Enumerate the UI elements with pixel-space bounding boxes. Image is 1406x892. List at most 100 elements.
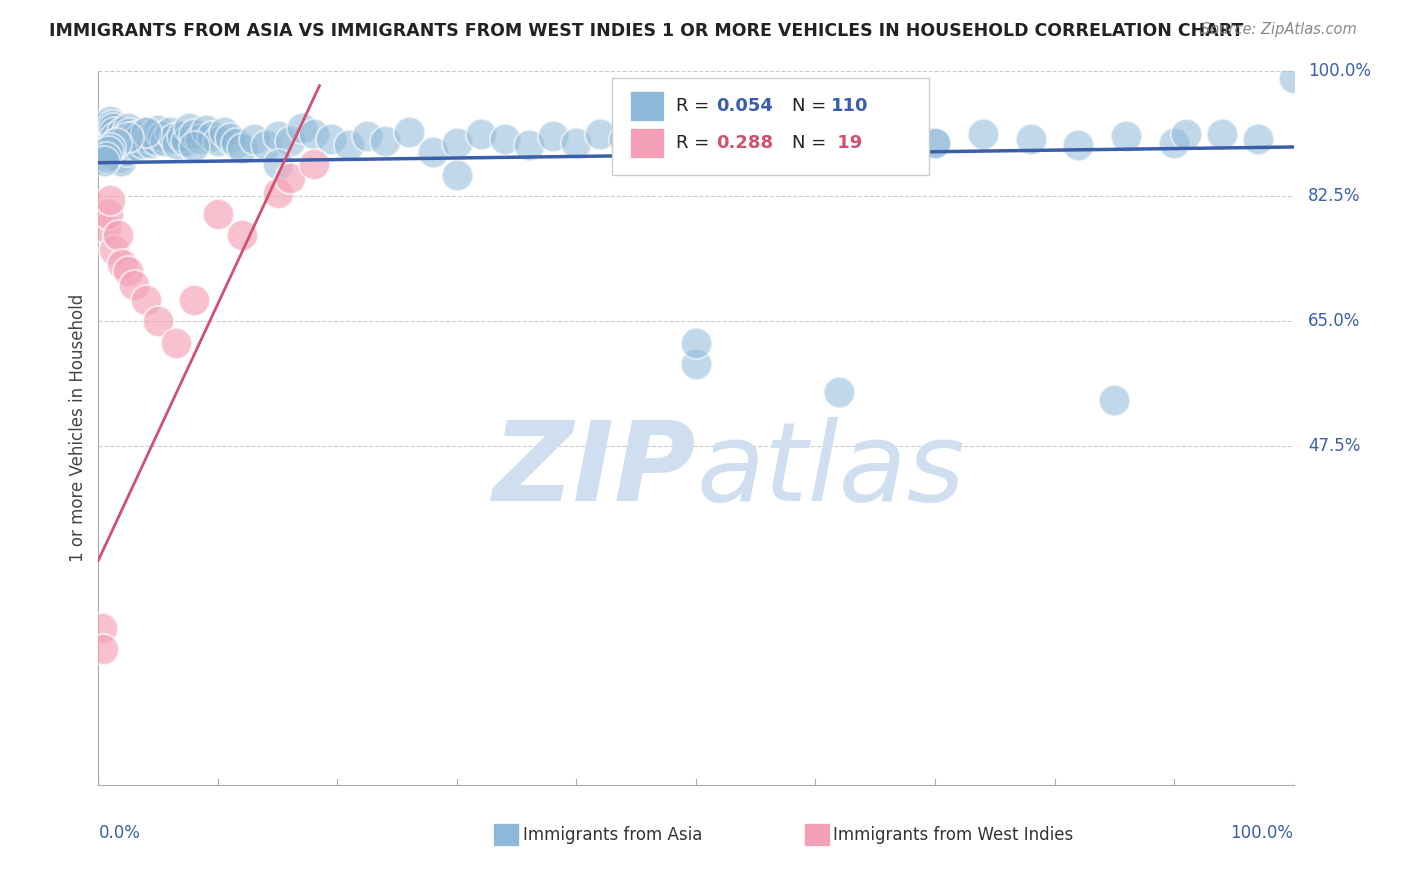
Text: 0.054: 0.054 bbox=[716, 96, 773, 114]
Point bbox=[1104, 392, 1126, 407]
Point bbox=[100, 118, 122, 132]
Point bbox=[780, 128, 803, 143]
Text: Source: ZipAtlas.com: Source: ZipAtlas.com bbox=[1201, 22, 1357, 37]
Point bbox=[841, 150, 863, 164]
Point bbox=[108, 150, 131, 164]
Text: Immigrants from West Indies: Immigrants from West Indies bbox=[834, 826, 1074, 844]
FancyBboxPatch shape bbox=[613, 78, 929, 175]
Point bbox=[398, 125, 420, 139]
Point bbox=[124, 128, 146, 143]
Point bbox=[174, 134, 197, 148]
Point bbox=[159, 125, 181, 139]
Point bbox=[121, 137, 143, 152]
Point bbox=[110, 153, 132, 168]
Point bbox=[105, 136, 128, 150]
Point bbox=[148, 123, 170, 137]
Point bbox=[166, 137, 188, 152]
Point bbox=[97, 207, 120, 221]
Point bbox=[120, 132, 142, 146]
Text: R =: R = bbox=[676, 134, 714, 152]
Point bbox=[107, 145, 129, 159]
Point bbox=[195, 123, 218, 137]
Point bbox=[1163, 136, 1185, 150]
Point bbox=[91, 642, 114, 657]
Point bbox=[302, 157, 325, 171]
Point bbox=[709, 128, 731, 143]
Point bbox=[114, 136, 136, 150]
Point bbox=[267, 128, 290, 143]
Point bbox=[124, 134, 146, 148]
Point bbox=[183, 127, 205, 141]
Point bbox=[267, 186, 290, 200]
Point bbox=[135, 125, 157, 139]
Point bbox=[254, 137, 277, 152]
Point bbox=[1067, 137, 1090, 152]
Point bbox=[231, 228, 253, 243]
Text: 82.5%: 82.5% bbox=[1308, 187, 1361, 205]
FancyBboxPatch shape bbox=[804, 823, 830, 847]
Point bbox=[685, 357, 707, 371]
Point bbox=[183, 293, 205, 307]
Point bbox=[124, 278, 146, 293]
Text: 65.0%: 65.0% bbox=[1308, 312, 1360, 330]
Point bbox=[291, 121, 314, 136]
Point bbox=[142, 127, 165, 141]
Point bbox=[422, 145, 444, 159]
Point bbox=[98, 146, 122, 161]
Text: atlas: atlas bbox=[696, 417, 965, 524]
Point bbox=[780, 132, 803, 146]
Point bbox=[201, 128, 224, 143]
Point bbox=[94, 150, 117, 164]
Point bbox=[1282, 71, 1305, 86]
Text: 100.0%: 100.0% bbox=[1230, 824, 1294, 842]
Point bbox=[924, 136, 946, 150]
Point bbox=[127, 139, 149, 153]
Point bbox=[98, 193, 122, 207]
Point bbox=[155, 134, 177, 148]
Point bbox=[278, 171, 301, 186]
Point bbox=[91, 621, 114, 635]
Point bbox=[111, 125, 134, 139]
FancyBboxPatch shape bbox=[630, 128, 664, 158]
Point bbox=[207, 134, 229, 148]
Point bbox=[111, 257, 134, 271]
Point bbox=[179, 121, 201, 136]
Y-axis label: 1 or more Vehicles in Household: 1 or more Vehicles in Household bbox=[69, 294, 87, 562]
Point bbox=[135, 293, 157, 307]
Point bbox=[924, 136, 946, 150]
Point bbox=[231, 141, 253, 155]
Point bbox=[98, 141, 122, 155]
Point bbox=[183, 139, 205, 153]
Point bbox=[145, 133, 167, 147]
Point bbox=[98, 143, 121, 157]
Point bbox=[207, 207, 229, 221]
Point bbox=[91, 125, 114, 139]
Point bbox=[876, 128, 898, 143]
Point bbox=[1211, 127, 1233, 141]
Point bbox=[243, 132, 266, 146]
Point bbox=[356, 128, 378, 143]
Point bbox=[163, 130, 186, 145]
Point bbox=[613, 132, 636, 146]
Point bbox=[446, 168, 468, 182]
Point bbox=[212, 125, 235, 139]
Point bbox=[267, 157, 290, 171]
Point bbox=[1115, 128, 1137, 143]
Point bbox=[129, 130, 152, 145]
Point bbox=[756, 127, 779, 141]
Point bbox=[107, 228, 129, 243]
Point bbox=[828, 385, 851, 400]
Text: 0.288: 0.288 bbox=[716, 134, 773, 152]
Point bbox=[91, 121, 114, 136]
Point bbox=[115, 145, 138, 159]
Point bbox=[517, 137, 540, 152]
Point bbox=[97, 145, 120, 159]
Point bbox=[135, 125, 157, 139]
Point bbox=[733, 136, 755, 150]
Point bbox=[470, 127, 492, 141]
Point bbox=[117, 121, 139, 136]
Text: 47.5%: 47.5% bbox=[1308, 437, 1360, 455]
Point bbox=[172, 128, 194, 143]
Point bbox=[685, 335, 707, 350]
Point bbox=[165, 335, 187, 350]
